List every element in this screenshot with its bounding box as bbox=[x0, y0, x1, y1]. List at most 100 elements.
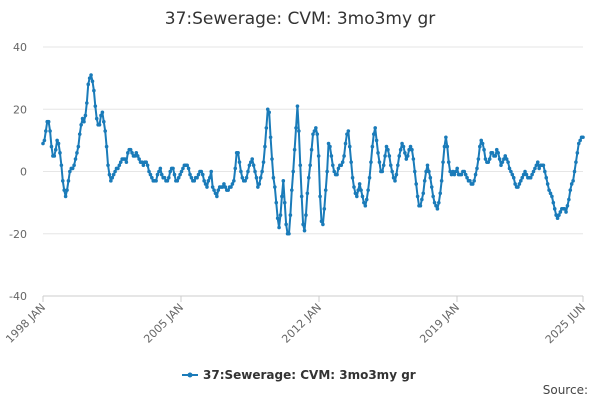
data-point[interactable] bbox=[80, 116, 85, 121]
data-point[interactable] bbox=[475, 166, 479, 171]
data-point[interactable] bbox=[94, 116, 99, 121]
data-point[interactable] bbox=[295, 104, 300, 108]
data-point[interactable] bbox=[299, 194, 304, 199]
data-point[interactable] bbox=[502, 157, 506, 161]
data-point[interactable] bbox=[552, 207, 557, 211]
data-point[interactable] bbox=[511, 175, 516, 180]
data-point[interactable] bbox=[581, 135, 585, 140]
data-point[interactable] bbox=[237, 160, 242, 164]
data-point[interactable] bbox=[86, 82, 91, 87]
data-point[interactable] bbox=[455, 166, 459, 171]
data-point[interactable] bbox=[306, 175, 311, 180]
data-point[interactable] bbox=[427, 169, 431, 174]
data-point[interactable] bbox=[578, 138, 582, 143]
data-point[interactable] bbox=[258, 175, 263, 180]
data-point[interactable] bbox=[463, 172, 468, 177]
data-point[interactable] bbox=[410, 147, 414, 152]
data-point[interactable] bbox=[101, 119, 106, 124]
data-point[interactable] bbox=[482, 147, 486, 152]
data-point[interactable] bbox=[535, 160, 540, 164]
data-point[interactable] bbox=[229, 185, 233, 189]
data-point[interactable] bbox=[196, 172, 201, 177]
data-point[interactable] bbox=[213, 191, 218, 196]
data-point[interactable] bbox=[189, 175, 194, 180]
data-point[interactable] bbox=[349, 160, 353, 164]
data-point[interactable] bbox=[150, 175, 154, 180]
data-point[interactable] bbox=[521, 172, 526, 177]
data-point[interactable] bbox=[65, 188, 69, 192]
data-point[interactable] bbox=[111, 172, 116, 177]
data-point[interactable] bbox=[249, 160, 253, 164]
data-point[interactable] bbox=[370, 144, 375, 149]
data-point[interactable] bbox=[366, 188, 370, 192]
data-point[interactable] bbox=[342, 154, 346, 158]
data-point[interactable] bbox=[459, 172, 464, 177]
data-point[interactable] bbox=[223, 185, 228, 189]
data-point[interactable] bbox=[297, 129, 301, 133]
data-point[interactable] bbox=[329, 154, 334, 158]
data-point[interactable] bbox=[445, 144, 450, 149]
legend-label[interactable]: 37:Sewerage: CVM: 3mo3my gr bbox=[203, 368, 416, 382]
data-point[interactable] bbox=[165, 179, 170, 183]
data-point[interactable] bbox=[390, 169, 394, 174]
data-point[interactable] bbox=[282, 200, 287, 205]
data-point[interactable] bbox=[72, 163, 76, 168]
data-point[interactable] bbox=[251, 163, 256, 168]
data-point[interactable] bbox=[244, 175, 249, 180]
data-point[interactable] bbox=[403, 151, 407, 155]
data-point[interactable] bbox=[356, 188, 361, 192]
data-point[interactable] bbox=[175, 179, 180, 183]
data-point[interactable] bbox=[137, 157, 141, 161]
data-point[interactable] bbox=[181, 166, 185, 171]
data-point[interactable] bbox=[301, 222, 305, 227]
data-point[interactable] bbox=[504, 157, 509, 161]
data-point[interactable] bbox=[117, 163, 122, 168]
data-point[interactable] bbox=[517, 182, 522, 186]
data-point[interactable] bbox=[490, 151, 495, 155]
data-point[interactable] bbox=[444, 135, 448, 140]
data-point[interactable] bbox=[544, 175, 549, 180]
data-point[interactable] bbox=[55, 138, 59, 143]
data-point[interactable] bbox=[158, 166, 163, 171]
data-point[interactable] bbox=[280, 194, 284, 199]
data-point[interactable] bbox=[557, 213, 561, 217]
data-point[interactable] bbox=[340, 160, 345, 164]
data-point[interactable] bbox=[534, 163, 539, 168]
data-point[interactable] bbox=[82, 119, 86, 124]
data-point[interactable] bbox=[309, 147, 314, 152]
data-point[interactable] bbox=[316, 154, 321, 158]
data-point[interactable] bbox=[157, 169, 161, 174]
data-point[interactable] bbox=[558, 210, 563, 214]
data-point[interactable] bbox=[516, 185, 520, 189]
data-point[interactable] bbox=[66, 179, 71, 183]
data-point[interactable] bbox=[205, 185, 209, 189]
data-point[interactable] bbox=[343, 141, 348, 146]
data-point[interactable] bbox=[541, 163, 546, 168]
data-point[interactable] bbox=[87, 76, 92, 80]
data-point[interactable] bbox=[56, 141, 61, 146]
data-point[interactable] bbox=[250, 157, 255, 161]
data-point[interactable] bbox=[79, 123, 83, 127]
data-point[interactable] bbox=[431, 194, 435, 199]
data-point[interactable] bbox=[134, 151, 139, 155]
data-point[interactable] bbox=[254, 175, 259, 180]
data-point[interactable] bbox=[311, 132, 315, 136]
data-point[interactable] bbox=[135, 154, 140, 158]
data-point[interactable] bbox=[192, 179, 197, 183]
data-point[interactable] bbox=[486, 160, 491, 164]
data-point[interactable] bbox=[73, 157, 78, 161]
data-point[interactable] bbox=[256, 185, 260, 189]
data-point[interactable] bbox=[451, 169, 455, 174]
data-point[interactable] bbox=[236, 151, 240, 155]
data-point[interactable] bbox=[104, 144, 109, 149]
data-point[interactable] bbox=[147, 169, 151, 174]
data-point[interactable] bbox=[407, 147, 411, 152]
data-point[interactable] bbox=[110, 175, 115, 180]
data-point[interactable] bbox=[185, 163, 189, 168]
data-point[interactable] bbox=[437, 200, 441, 205]
data-point[interactable] bbox=[312, 129, 317, 133]
data-point[interactable] bbox=[336, 166, 341, 171]
data-point[interactable] bbox=[531, 169, 536, 174]
data-point[interactable] bbox=[232, 179, 236, 183]
data-point[interactable] bbox=[215, 194, 219, 199]
